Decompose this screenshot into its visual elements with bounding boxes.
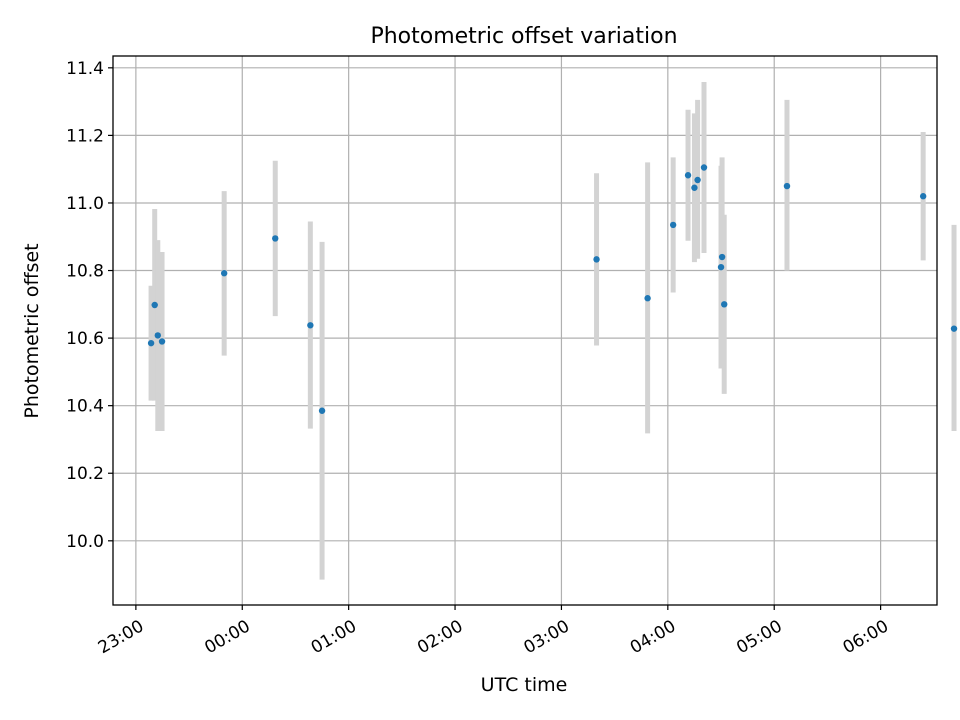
data-point <box>669 221 677 229</box>
y-tick-label: 11.4 <box>66 59 104 79</box>
data-point <box>307 322 314 329</box>
grid-layer <box>113 56 937 605</box>
data-point <box>154 332 161 339</box>
data-point <box>694 176 701 184</box>
chart-title: Photometric offset variation <box>370 24 677 49</box>
y-tick-label: 10.8 <box>66 262 104 282</box>
data-point <box>318 407 326 414</box>
y-tick-label: 10.0 <box>66 532 104 552</box>
point-layer <box>147 164 958 414</box>
y-axis-label: Photometric offset <box>21 243 43 418</box>
data-point <box>684 172 692 179</box>
data-point <box>147 339 155 347</box>
data-point <box>691 184 698 191</box>
data-point <box>783 182 791 190</box>
y-tick-label: 10.6 <box>66 329 104 349</box>
data-point <box>718 253 726 261</box>
data-point <box>593 256 600 263</box>
y-tick-label: 10.4 <box>66 397 104 417</box>
y-tick-label: 10.2 <box>66 464 104 484</box>
data-point <box>717 263 725 271</box>
data-point <box>151 301 158 309</box>
data-point <box>272 235 279 242</box>
data-point <box>950 325 958 332</box>
data-point <box>700 164 708 171</box>
data-point <box>721 301 728 308</box>
y-tick-label: 11.0 <box>66 194 104 214</box>
data-point <box>158 338 166 345</box>
x-axis-label: UTC time <box>481 674 568 696</box>
data-point <box>644 295 651 302</box>
data-point <box>919 193 927 200</box>
y-tick-label: 11.2 <box>66 126 104 146</box>
data-point <box>220 270 228 277</box>
plot-frame <box>112 55 938 606</box>
